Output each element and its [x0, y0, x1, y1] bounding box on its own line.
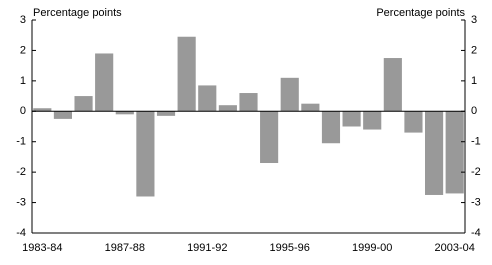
y-tick-label: 3	[20, 14, 26, 26]
bar	[74, 96, 93, 112]
bar	[404, 111, 423, 133]
x-tick-label: 1995-96	[270, 242, 310, 254]
bar	[342, 111, 361, 127]
y2-tick-label: 3	[471, 14, 477, 26]
y-tick-label: -4	[16, 227, 26, 239]
x-tick-label: 1983-84	[22, 242, 62, 254]
bar	[198, 85, 217, 112]
bar	[260, 111, 279, 164]
bar	[321, 111, 341, 144]
bar	[95, 53, 114, 112]
y-tick-label: -1	[16, 136, 26, 148]
y-axis-label: Percentage points	[33, 7, 122, 19]
x-tick-label: 1987-88	[105, 242, 145, 254]
bar	[383, 58, 402, 112]
y2-tick-label: 0	[471, 105, 477, 117]
y2-tick-label: -2	[471, 166, 481, 178]
y-tick-label: 2	[20, 44, 26, 56]
y2-tick-label: -3	[471, 196, 481, 208]
bar	[363, 111, 382, 130]
y2-axis-label: Percentage points	[376, 7, 465, 19]
bar	[218, 105, 237, 112]
y-tick-label: -3	[16, 196, 26, 208]
bar	[136, 111, 155, 197]
y-tick-label: -2	[16, 166, 26, 178]
bar	[156, 111, 176, 116]
bar	[53, 111, 73, 119]
bar	[33, 108, 52, 112]
y2-tick-label: 1	[471, 75, 477, 87]
y2-tick-label: -1	[471, 136, 481, 148]
y2-tick-label: -4	[471, 227, 481, 239]
y-tick-label: 1	[20, 75, 26, 87]
bar	[445, 111, 464, 194]
bar	[239, 93, 258, 112]
bar	[301, 103, 320, 112]
y2-tick-label: 2	[471, 44, 477, 56]
bar	[424, 111, 444, 195]
bar	[280, 77, 299, 112]
x-tick-label: 2003-04	[435, 242, 475, 254]
bar	[177, 36, 196, 112]
x-tick-label: 1999-00	[352, 242, 392, 254]
bar	[115, 111, 134, 115]
x-tick-label: 1991-92	[187, 242, 227, 254]
y-tick-label: 0	[20, 105, 26, 117]
